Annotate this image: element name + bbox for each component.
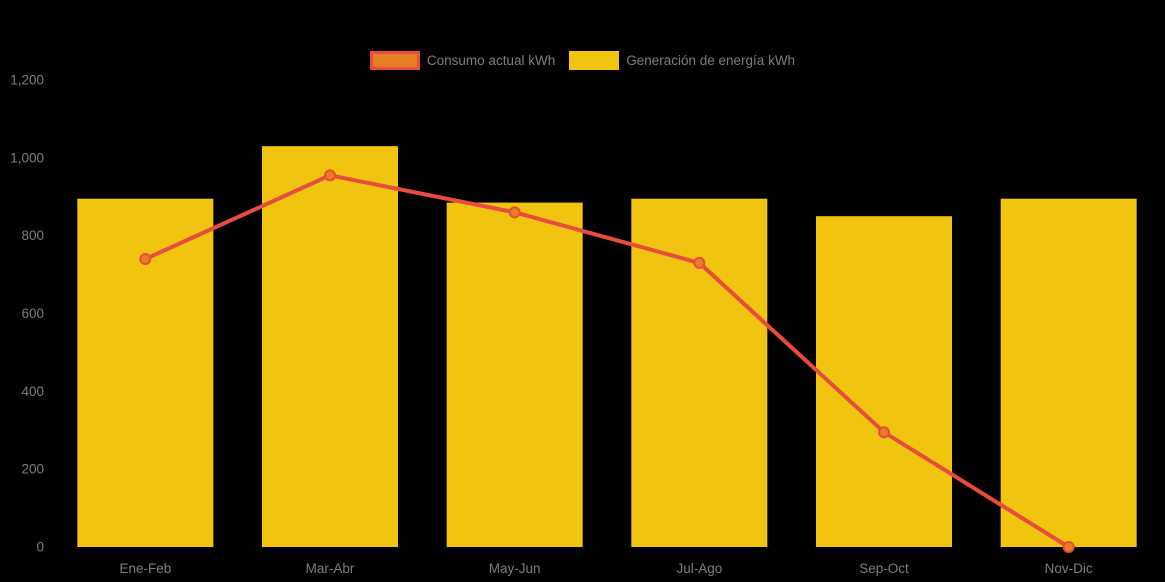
x-axis-tick-label: Sep-Oct	[859, 561, 909, 576]
point-Nov-Dic[interactable]	[1062, 541, 1075, 553]
legend-item-consumo[interactable]: Consumo actual kWh	[369, 50, 556, 70]
y-axis-tick-label: 800	[21, 228, 44, 243]
point-Ene-Feb[interactable]	[139, 253, 152, 266]
consumo-swatch-icon	[369, 50, 420, 70]
x-axis-tick-label: Mar-Abr	[306, 561, 355, 576]
y-axis-tick-label: 200	[21, 462, 44, 477]
bar-Jul-Ago[interactable]	[631, 198, 768, 547]
bar-Mar-Abr[interactable]	[262, 146, 398, 548]
x-axis-tick-label: Nov-Dic	[1045, 561, 1093, 576]
bar-Ene-Feb[interactable]	[77, 198, 214, 547]
legend-label-consumo: Consumo actual kWh	[426, 52, 556, 68]
bar-Sep-Oct[interactable]	[816, 216, 952, 548]
y-axis-tick-label: 600	[21, 306, 44, 321]
point-Mar-Abr[interactable]	[324, 169, 336, 182]
x-axis-tick-label: Ene-Feb	[119, 561, 171, 576]
chart-legend: Consumo actual kWh Generación de energía…	[0, 49, 1165, 71]
bar-May-Jun[interactable]	[446, 202, 583, 547]
generacion-swatch-icon	[569, 50, 620, 70]
consumo-line	[143, 173, 1071, 549]
y-axis-tick-label: 0	[36, 540, 44, 555]
point-Jul-Ago[interactable]	[693, 256, 706, 269]
point-Sep-Oct[interactable]	[878, 426, 890, 439]
bar-Nov-Dic[interactable]	[1000, 198, 1137, 547]
x-axis-tick-label: May-Jun	[489, 561, 541, 576]
legend-item-generacion[interactable]: Generación de energía kWh	[569, 50, 796, 70]
y-axis-tick-label: 400	[21, 384, 44, 399]
y-axis-tick-label: 1,000	[10, 150, 44, 165]
x-axis-tick-label: Jul-Ago	[676, 561, 722, 576]
legend-label-generacion: Generación de energía kWh	[626, 52, 796, 68]
y-axis-tick-label: 1,200	[10, 73, 44, 88]
point-May-Jun[interactable]	[508, 206, 521, 219]
